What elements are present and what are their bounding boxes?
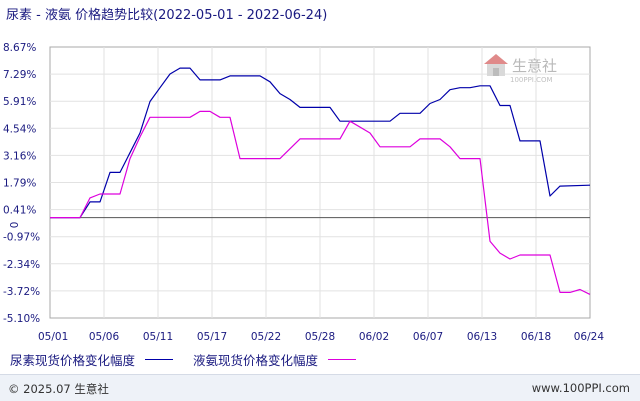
series-line-urea — [50, 67, 591, 219]
watermark-url: 100PPI.COM — [510, 76, 553, 84]
y-tick-label: -3.72% — [3, 286, 40, 298]
x-tick-label: 05/11 — [143, 331, 173, 343]
footer-copyright: © 2025.07 生意社 — [8, 382, 109, 396]
legend-item-ammonia: 液氨现货价格变化幅度 — [193, 350, 357, 369]
x-axis-ticks: 05/01 05/06 05/11 05/17 05/22 05/28 06/02 06/07… — [38, 331, 604, 343]
y-tick-label: 7.29% — [3, 69, 36, 81]
x-tick-label: 05/28 — [305, 331, 335, 343]
y-tick-label: -0.97% — [3, 232, 40, 244]
x-tick-label: 05/01 — [38, 331, 68, 343]
y-tick-label: -5.10% — [3, 313, 40, 325]
x-tick-label: 06/18 — [521, 331, 551, 343]
x-tick-label: 06/24 — [574, 331, 605, 343]
x-tick-label: 05/06 — [89, 331, 120, 343]
y-tick-label: -2.34% — [3, 259, 40, 271]
chart-title: 尿素 - 液氨 价格趋势比较(2022-05-01 - 2022-06-24) — [6, 8, 328, 23]
y-tick-label: 8.67% — [3, 42, 36, 54]
y-tick-label: 1.79% — [3, 178, 36, 190]
x-tick-label: 05/22 — [251, 331, 281, 343]
x-tick-label: 06/07 — [413, 331, 443, 343]
y-tick-label: 5.91% — [3, 96, 36, 108]
footer-bar: © 2025.07 生意社 www.100PPI.com — [0, 374, 640, 401]
series-line-ammonia — [50, 110, 591, 295]
house-logo-icon — [484, 54, 508, 76]
watermark-name: 生意社 — [512, 57, 557, 75]
zero-line: 0 — [7, 217, 590, 229]
x-tick-label: 06/13 — [467, 331, 497, 343]
legend-item-urea: 尿素现货价格变化幅度 — [10, 350, 174, 369]
legend-label-ammonia: 液氨现货价格变化幅度 — [193, 352, 319, 368]
x-tick-label: 06/02 — [359, 331, 389, 343]
watermark-logo: 生意社 100PPI.COM — [484, 54, 557, 84]
footer-site-link[interactable]: www.100PPI.com — [531, 381, 630, 395]
legend-swatch-urea — [145, 358, 174, 360]
x-tick-label: 05/17 — [197, 331, 227, 343]
series-lines — [50, 67, 591, 295]
y-tick-label: 3.16% — [3, 150, 36, 162]
y-tick-label: 4.54% — [3, 123, 36, 135]
y-tick-label: 0.41% — [3, 205, 36, 217]
zero-label: 0 — [7, 222, 19, 229]
legend: 尿素现货价格变化幅度 液氨现货价格变化幅度 — [10, 350, 376, 368]
y-axis-ticks: 8.67% 7.29% 5.91% 4.54% 3.16% 1.79% 0.41% -0.97… — [3, 42, 40, 325]
legend-label-urea: 尿素现货价格变化幅度 — [10, 352, 136, 368]
legend-swatch-ammonia — [328, 358, 357, 360]
